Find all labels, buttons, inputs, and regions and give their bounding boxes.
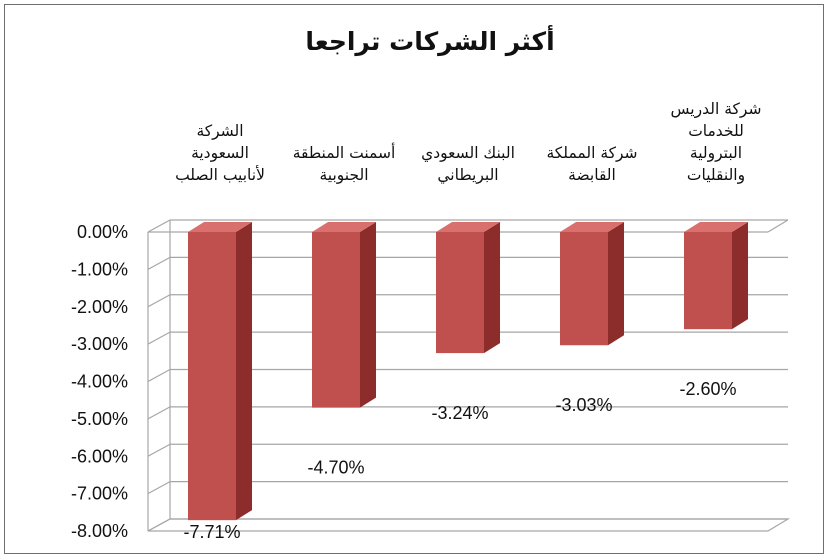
bar [188,232,236,521]
gridline-side [147,443,171,457]
category-label: القابضة [568,166,616,184]
y-tick-label: -1.00% [71,259,128,279]
y-tick-label: -5.00% [71,409,128,429]
category-label: البترولية [690,144,742,163]
gridline-side [147,294,171,308]
gridline-side [147,219,171,233]
gridline-side [147,368,171,383]
bar-top [684,222,748,232]
y-tick-label: -2.00% [71,297,128,317]
bars [188,222,748,521]
chart-title: أكثر الشركات تراجعا [305,25,554,57]
bar-side [484,222,500,354]
category-label: البريطاني [437,166,498,185]
category-label: شركة الدريس [671,100,762,118]
data-label: -3.03% [555,395,612,415]
data-labels: -7.71% -4.70% -3.24% -3.03% -2.60% [183,379,736,542]
category-label: شركة المملكة [546,144,637,162]
y-tick-label: -6.00% [71,446,128,466]
category-labels: الشركة السعودية لأنابيب الصلب أسمنت المنطقة… [175,100,761,185]
category-label: أسمنت المنطقة [293,142,396,162]
data-label: -3.24% [431,403,488,423]
category-label: الشركة [196,122,243,140]
bar-side [236,222,252,521]
bar [684,232,732,330]
category-label: الجنوبية [319,166,368,184]
y-axis-ticks: 0.00% -1.00% -2.00% -3.00% -4.00% -5.00% -6.00… [71,222,128,541]
bar-top [436,222,500,232]
zero-plane-edge [767,219,789,233]
bar [436,232,484,354]
gridlines [147,219,791,532]
gridline-side [147,481,171,495]
category-label: والنقليات [687,166,745,185]
data-label: -4.70% [307,458,364,478]
category-label: لأنابيب الصلب [175,165,265,184]
gridline-side [147,406,171,420]
bar-top [188,222,252,232]
y-tick-label: -8.00% [71,521,128,541]
bar [312,232,360,408]
bar [560,232,608,346]
bar-top [312,222,376,232]
category-label: البنك السعودي [421,144,515,163]
category-label: السعودية [191,144,249,162]
y-tick-label: 0.00% [77,222,128,242]
bar-side [732,222,748,330]
bar-side [608,222,624,346]
bar-top [560,222,624,232]
y-tick-label: -4.00% [71,372,128,392]
floor [147,518,791,532]
gridline-side [147,256,171,270]
gridline-side [147,331,171,345]
data-label: -2.60% [679,379,736,399]
y-tick-label: -7.00% [71,484,128,504]
category-label: للخدمات [688,122,744,140]
data-label: -7.71% [183,522,240,542]
bar-side [360,222,376,408]
y-tick-label: -3.00% [71,334,128,354]
